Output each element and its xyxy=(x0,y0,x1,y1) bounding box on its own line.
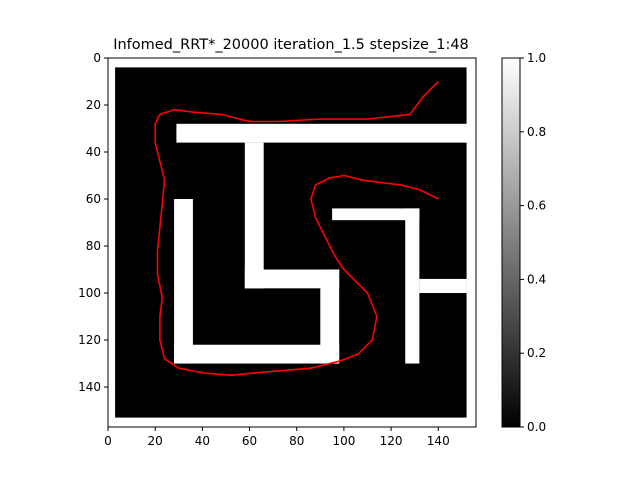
x-tick-label: 60 xyxy=(242,434,257,448)
map-cell-block xyxy=(244,142,264,289)
colorbar-tick-label: 0.6 xyxy=(527,199,546,213)
map-cell-block xyxy=(174,344,340,364)
occupancy-map xyxy=(108,58,476,427)
rrt-path-line xyxy=(154,80,439,377)
axes-frame xyxy=(107,57,477,428)
x-tick-label: 140 xyxy=(427,434,450,448)
colorbar-tick-label: 0.0 xyxy=(527,420,546,434)
y-tick-label: 120 xyxy=(78,333,101,347)
map-cell-block xyxy=(244,269,340,289)
colorbar-tick-label: 0.2 xyxy=(527,346,546,360)
map-cell-block xyxy=(320,269,340,364)
map-cell-block xyxy=(405,208,420,364)
y-tick-label: 140 xyxy=(78,380,101,394)
y-tick-label: 100 xyxy=(78,286,101,300)
map-cell-block xyxy=(174,199,193,364)
path-layer xyxy=(154,80,439,377)
y-axis: 0 20 40 60 80 100 120 140 xyxy=(78,51,108,394)
x-tick-label: 120 xyxy=(380,434,403,448)
map-cell-block xyxy=(332,208,420,221)
y-tick-label: 20 xyxy=(86,98,101,112)
x-tick-label: 100 xyxy=(332,434,355,448)
y-tick-label: 0 xyxy=(93,51,101,65)
x-tick-label: 40 xyxy=(195,434,210,448)
map-cell-block xyxy=(419,278,467,294)
colorbar-gradient xyxy=(501,57,521,428)
colorbar-ticks: 0.0 0.2 0.4 0.6 0.8 1.0 xyxy=(520,51,546,434)
x-axis: 0 20 40 60 80 100 120 140 xyxy=(104,427,450,448)
x-tick-label: 0 xyxy=(104,434,112,448)
y-tick-label: 60 xyxy=(86,192,101,206)
colorbar: 0.0 0.2 0.4 0.6 0.8 1.0 xyxy=(501,51,546,434)
x-tick-label: 80 xyxy=(289,434,304,448)
colorbar-tick-label: 0.4 xyxy=(527,272,546,286)
map-cell-block xyxy=(176,123,476,143)
colorbar-tick-label: 0.8 xyxy=(527,125,546,139)
plot-area xyxy=(107,57,477,428)
x-tick-label: 20 xyxy=(148,434,163,448)
y-tick-label: 80 xyxy=(86,239,101,253)
chart-title: Infomed_RRT*_20000 iteration_1.5 stepsiz… xyxy=(113,37,469,53)
y-tick-label: 40 xyxy=(86,145,101,159)
colorbar-tick-label: 1.0 xyxy=(527,51,546,65)
